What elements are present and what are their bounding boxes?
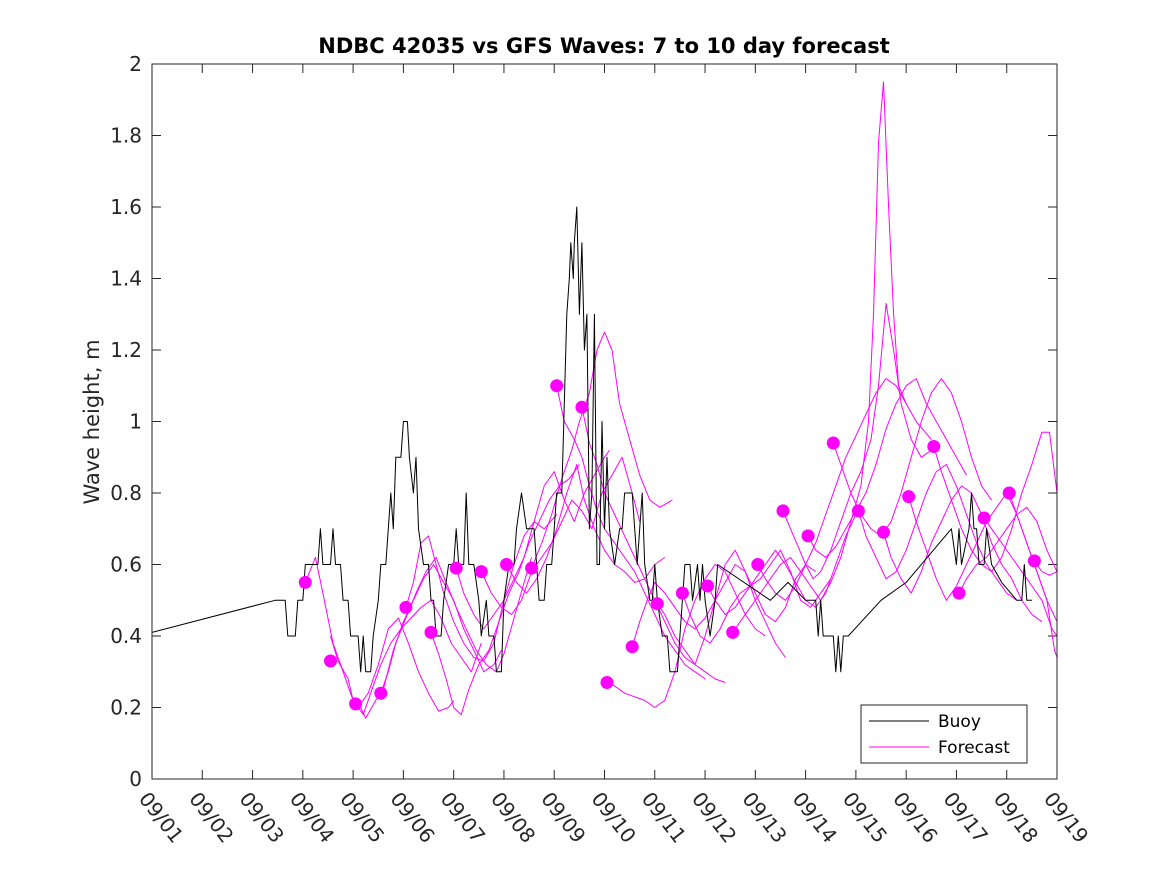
forecast-marker [625, 640, 639, 654]
forecast-line [883, 485, 1043, 623]
y-tick-label: 1.8 [110, 124, 142, 148]
series-layer [152, 81, 1057, 719]
y-tick-label: 0.2 [110, 696, 142, 720]
y-tick-label: 1.4 [110, 267, 142, 291]
forecast-marker [349, 697, 363, 711]
forecast-line [807, 378, 967, 558]
forecast-line [355, 564, 502, 719]
forecast-line [330, 599, 482, 716]
y-tick-label: 0 [129, 767, 142, 791]
y-tick-label: 0.6 [110, 553, 142, 577]
forecast-marker [500, 558, 513, 571]
forecast-marker [977, 511, 991, 525]
forecast-line [782, 303, 932, 580]
forecast-line [480, 456, 641, 615]
forecast-marker [1002, 486, 1016, 500]
forecast-marker [550, 379, 564, 393]
forecast-line [732, 81, 907, 633]
forecast-marker [675, 586, 689, 600]
forecast-line [1008, 492, 1057, 658]
legend-label-buoy: Buoy [938, 712, 981, 732]
forecast-marker [374, 686, 388, 700]
forecast-line [857, 463, 1018, 601]
forecast-line [304, 556, 455, 712]
forecast-marker [851, 504, 865, 518]
y-tick-label: 1.2 [110, 338, 142, 362]
forecast-marker [726, 625, 740, 639]
forecast-marker [826, 436, 840, 450]
forecast-line [983, 517, 1057, 637]
legend-label-forecast: Forecast [938, 738, 1010, 758]
forecast-marker [324, 654, 337, 668]
forecast-line [656, 549, 816, 666]
legend-box [860, 704, 1028, 764]
forecast-line [958, 506, 1057, 594]
chart-title: NDBC 42035 vs GFS Waves: 7 to 10 day for… [318, 34, 889, 58]
forecast-marker [399, 600, 413, 614]
forecast-marker [600, 676, 614, 689]
forecast-line [430, 464, 580, 716]
y-tick-label: 2 [129, 52, 142, 76]
forecast-marker [952, 586, 966, 600]
forecast-marker [575, 400, 589, 414]
forecast-marker [298, 575, 312, 589]
buoy-line [152, 206, 1032, 673]
forecast-marker [701, 579, 715, 593]
y-tick-label: 1 [129, 410, 142, 434]
forecast-line [405, 514, 558, 662]
legend: Buoy Forecast [860, 704, 1028, 764]
plot-frame [151, 63, 1058, 780]
forecast-line [606, 564, 766, 708]
forecast-line [757, 378, 932, 601]
forecast-marker [449, 561, 463, 575]
forecast-marker [877, 525, 890, 539]
forecast-line [506, 463, 666, 594]
forecast-marker [927, 440, 941, 453]
forecast-line [707, 514, 857, 615]
forecast-marker [650, 597, 664, 611]
forecast-marker [424, 625, 438, 639]
forecast-line [631, 564, 786, 658]
forecast-line [1033, 560, 1057, 576]
forecast-marker [776, 504, 790, 518]
y-axis-label: Wave height, m [80, 339, 104, 504]
y-tick-label: 0.4 [110, 624, 142, 648]
forecast-marker [902, 490, 916, 504]
forecast-line [380, 556, 533, 694]
forecast-marker [751, 558, 765, 571]
forecast-marker [474, 565, 488, 579]
y-axis: 0 0.2 0.4 0.6 0.8 1 1.2 1.4 1.6 1.8 2 [110, 52, 1057, 791]
forecast-marker [525, 561, 539, 575]
y-tick-label: 1.6 [110, 195, 142, 219]
forecast-marker [1027, 554, 1041, 568]
forecast-line [933, 431, 1057, 573]
forecast-line [681, 549, 832, 644]
forecast-marker [801, 529, 815, 543]
y-tick-label: 0.8 [110, 481, 142, 505]
